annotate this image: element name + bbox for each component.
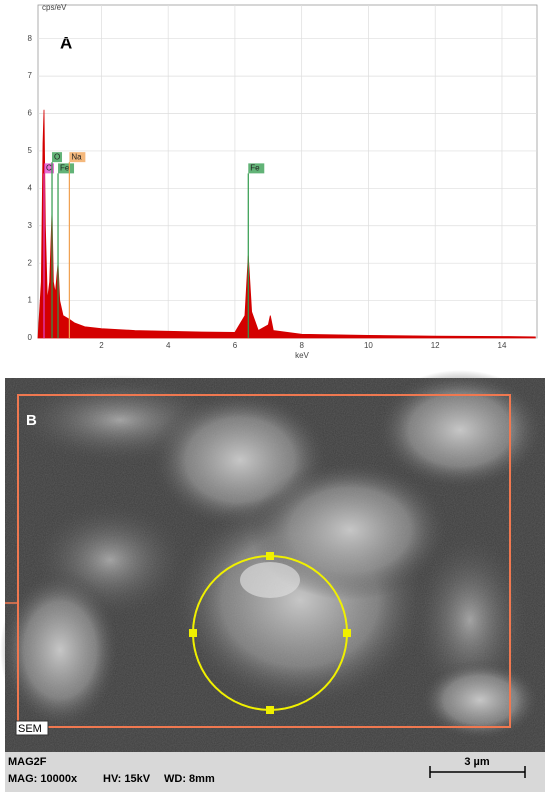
x-tick-label: 10 bbox=[364, 341, 373, 350]
y-tick-label: 8 bbox=[28, 34, 33, 43]
y-tick-label: 7 bbox=[28, 71, 33, 80]
x-tick-label: 2 bbox=[99, 341, 104, 350]
x-axis-label: keV bbox=[295, 351, 309, 360]
sem-badge: SEM bbox=[18, 723, 42, 735]
peak-label-box bbox=[248, 163, 265, 174]
x-tick-label: 4 bbox=[166, 341, 171, 350]
x-tick-label: 12 bbox=[431, 341, 440, 350]
y-tick-label: 4 bbox=[28, 183, 33, 192]
peak-label: C bbox=[46, 163, 52, 172]
peak-label-box bbox=[58, 163, 75, 174]
peak-label: Fe bbox=[60, 163, 70, 172]
panel-label: A bbox=[60, 33, 72, 52]
y-tick-label: 2 bbox=[28, 258, 33, 267]
y-tick-label: 6 bbox=[28, 109, 33, 118]
peak-label-box bbox=[69, 152, 86, 163]
peak-label-box bbox=[52, 152, 63, 163]
y-tick-label: 1 bbox=[28, 296, 33, 305]
info: WD: 8mm bbox=[164, 773, 215, 785]
peak-label: O bbox=[54, 152, 60, 161]
sem-image bbox=[0, 370, 545, 792]
spectrum bbox=[37, 109, 536, 339]
panel-label: B bbox=[26, 412, 37, 429]
peak-label-box bbox=[44, 163, 55, 174]
x-tick-label: 14 bbox=[498, 341, 507, 350]
info: MAG: 10000x bbox=[8, 773, 78, 785]
peak-label: Na bbox=[71, 152, 82, 161]
y-tick-label: 5 bbox=[28, 146, 33, 155]
y-tick-label: 3 bbox=[28, 221, 33, 230]
info: HV: 15kV bbox=[103, 773, 151, 785]
plot-area bbox=[37, 4, 538, 339]
x-tick-label: 6 bbox=[233, 341, 238, 350]
y-tick-label: 0 bbox=[28, 333, 33, 342]
peak-label: Fe bbox=[250, 163, 260, 172]
x-tick-label: 8 bbox=[299, 341, 304, 350]
info-title: MAG2F bbox=[8, 756, 47, 768]
scale-bar-label: 3 µm bbox=[464, 756, 490, 768]
y-axis-label: cps/eV bbox=[42, 3, 67, 12]
